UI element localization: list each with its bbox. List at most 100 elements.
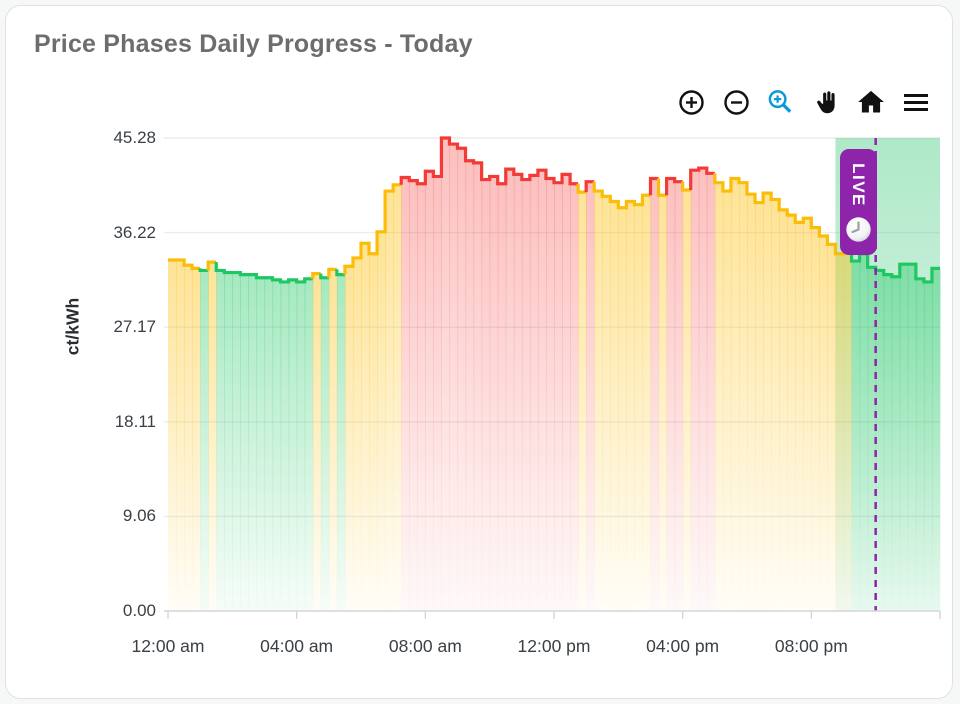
- live-badge-label: LIVE: [849, 163, 869, 207]
- price-area-segment: [425, 171, 434, 612]
- price-area-segment: [835, 253, 845, 612]
- menu-button[interactable]: [902, 88, 930, 116]
- price-area-segment: [915, 278, 925, 611]
- clock-icon: [845, 216, 872, 248]
- price-area-segment: [184, 265, 193, 611]
- zoom-out-icon: [723, 89, 749, 115]
- pan-button[interactable]: [812, 88, 840, 116]
- price-area-segment: [465, 160, 475, 611]
- price-area-segment: [610, 201, 619, 611]
- price-step-line: [681, 181, 691, 192]
- price-step-line: [399, 136, 579, 186]
- price-area-segment: [811, 227, 820, 611]
- price-area-segment: [288, 279, 298, 611]
- price-area-segment: [481, 179, 491, 611]
- price-area-segment: [803, 218, 812, 612]
- price-step-line: [214, 262, 313, 284]
- y-tick-label: 45.28: [113, 128, 156, 147]
- price-step-chart: [164, 136, 941, 619]
- y-tick-label: 36.22: [113, 222, 156, 242]
- price-area-segment: [779, 209, 788, 611]
- x-tick-label: 12:00 pm: [517, 636, 591, 656]
- menu-icon: [904, 94, 928, 111]
- price-area-segment: [280, 281, 290, 611]
- price-area-segment: [562, 174, 571, 611]
- price-area-segment: [208, 262, 217, 611]
- y-tick-label: 27.17: [113, 317, 156, 337]
- price-area-segment: [859, 253, 869, 612]
- price-area-segment: [747, 194, 756, 612]
- price-area-segment: [361, 243, 370, 611]
- price-area-segment: [200, 270, 209, 611]
- price-area-segment: [851, 261, 861, 611]
- price-area-segment: [730, 178, 740, 611]
- price-step-line: [584, 180, 595, 193]
- chart-plot-area[interactable]: ct/kWh LIVE 45.28 36.22 2: [6, 6, 954, 700]
- price-area-segment: [642, 195, 652, 612]
- selection-zoom-button[interactable]: [767, 88, 795, 116]
- price-area-segment: [457, 148, 467, 612]
- price-area-segment: [473, 162, 483, 611]
- price-area-segment: [264, 277, 274, 611]
- price-area-segment: [529, 175, 539, 611]
- price-step-line: [335, 269, 345, 277]
- price-area-segment: [602, 196, 611, 611]
- chart-card: Price Phases Daily Progress - Today: [5, 5, 953, 699]
- price-step-line: [592, 181, 651, 210]
- zoom-out-button[interactable]: [722, 88, 750, 116]
- price-step-line: [664, 176, 683, 196]
- price-step-line: [343, 183, 402, 275]
- price-area-segment: [891, 276, 901, 611]
- price-area-segment: [674, 181, 684, 612]
- price-area-segment: [417, 183, 426, 612]
- price-area-segment: [248, 274, 258, 611]
- live-badge: LIVE: [839, 149, 877, 255]
- price-area-segment: [586, 181, 595, 612]
- price-area-segment: [883, 274, 893, 611]
- price-area-segment: [867, 267, 877, 611]
- price-area-segment: [240, 274, 250, 611]
- price-area-segment: [787, 215, 796, 611]
- y-tick-label: 9.06: [122, 506, 156, 526]
- zoom-in-button[interactable]: [677, 88, 705, 116]
- price-area-segment: [650, 178, 660, 611]
- y-tick-label: 18.11: [114, 411, 156, 431]
- price-step-line: [198, 268, 209, 273]
- price-area-segment: [771, 199, 780, 611]
- price-area-segment: [192, 268, 201, 611]
- x-tick-label: 04:00 pm: [646, 636, 720, 656]
- price-step-line: [713, 173, 852, 256]
- price-area-segment: [505, 169, 515, 612]
- price-step-line: [576, 183, 587, 194]
- chart-title: Price Phases Daily Progress - Today: [34, 30, 473, 58]
- home-reset-icon: [858, 90, 884, 113]
- price-area-segment: [795, 222, 804, 611]
- price-area-segment: [578, 192, 587, 611]
- price-area-segment: [682, 190, 692, 611]
- price-step-line: [327, 267, 337, 278]
- price-area-segment: [513, 174, 523, 611]
- price-area-segment: [738, 182, 748, 612]
- price-area-segment: [554, 182, 563, 612]
- price-area-segment: [256, 277, 266, 611]
- price-area-segment: [377, 231, 386, 611]
- price-area-segment: [819, 235, 829, 611]
- price-step-line: [689, 166, 715, 191]
- price-area-segment: [899, 264, 909, 611]
- price-area-segment: [875, 270, 885, 611]
- home-button[interactable]: [857, 88, 885, 116]
- price-area-segment: [843, 250, 853, 611]
- price-area-segment: [594, 191, 603, 611]
- price-area-segment: [634, 204, 644, 612]
- price-area-segment: [369, 253, 378, 612]
- price-area-segment: [489, 176, 499, 611]
- price-area-segment: [763, 193, 772, 612]
- x-tick-label: 04:00 am: [260, 636, 334, 656]
- price-area-segment: [497, 183, 507, 612]
- price-step-line: [648, 176, 659, 196]
- price-area-segment: [449, 144, 459, 611]
- y-tick-label: 0.00: [122, 601, 156, 620]
- price-area-segment: [312, 273, 322, 611]
- price-area-segment: [722, 191, 732, 611]
- price-area-segment: [658, 195, 668, 612]
